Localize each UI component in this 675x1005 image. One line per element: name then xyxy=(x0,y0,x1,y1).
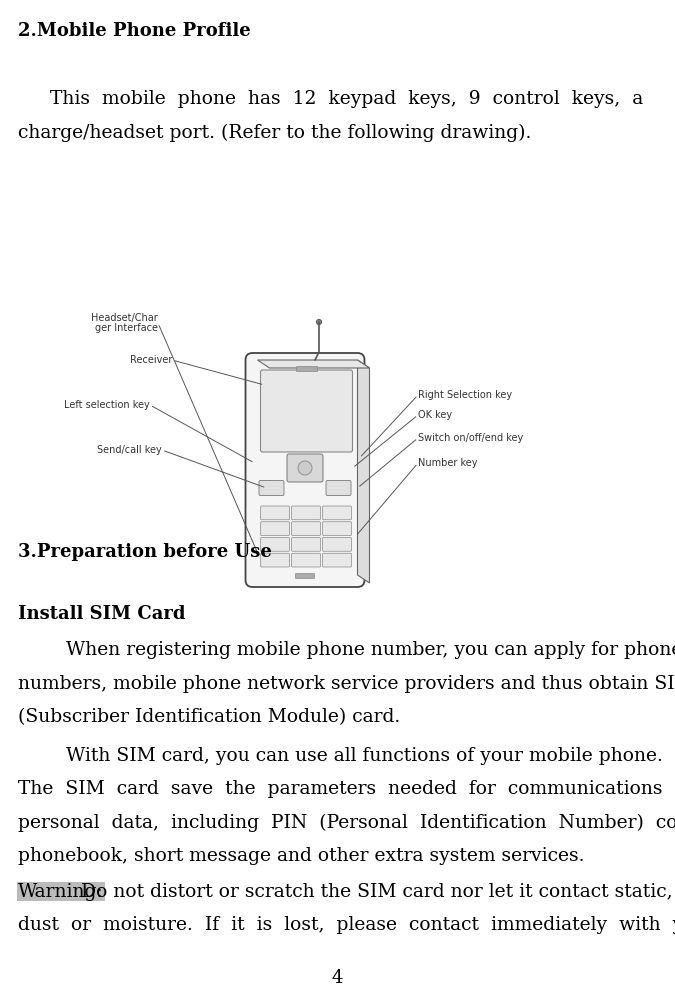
Text: Right Selection key: Right Selection key xyxy=(418,390,512,400)
Text: Warning:: Warning: xyxy=(18,882,104,900)
Text: personal  data,  including  PIN  (Personal  Identification  Number)  code,: personal data, including PIN (Personal I… xyxy=(18,813,675,832)
FancyBboxPatch shape xyxy=(292,506,321,520)
Text: 3.Preparation before Use: 3.Preparation before Use xyxy=(18,543,272,561)
FancyBboxPatch shape xyxy=(323,522,352,536)
FancyBboxPatch shape xyxy=(296,367,317,372)
Text: charge/headset port. (Refer to the following drawing).: charge/headset port. (Refer to the follo… xyxy=(18,124,531,142)
Text: Send/call key: Send/call key xyxy=(97,445,162,455)
FancyBboxPatch shape xyxy=(292,522,321,536)
FancyBboxPatch shape xyxy=(246,353,364,587)
FancyBboxPatch shape xyxy=(259,480,284,495)
Circle shape xyxy=(317,320,321,325)
Text: 2.Mobile Phone Profile: 2.Mobile Phone Profile xyxy=(18,22,250,40)
Text: The  SIM  card  save  the  parameters  needed  for  communications  and: The SIM card save the parameters needed … xyxy=(18,780,675,798)
FancyBboxPatch shape xyxy=(292,538,321,552)
Text: Left selection key: Left selection key xyxy=(64,400,150,410)
Text: With SIM card, you can use all functions of your mobile phone.: With SIM card, you can use all functions… xyxy=(18,747,663,765)
Text: Receiver: Receiver xyxy=(130,355,172,365)
FancyBboxPatch shape xyxy=(261,522,290,536)
FancyBboxPatch shape xyxy=(261,538,290,552)
FancyBboxPatch shape xyxy=(261,370,352,452)
FancyBboxPatch shape xyxy=(296,574,315,579)
Circle shape xyxy=(298,461,312,475)
Text: Switch on/off/end key: Switch on/off/end key xyxy=(418,433,523,443)
Text: phonebook, short message and other extra system services.: phonebook, short message and other extra… xyxy=(18,847,585,865)
Text: When registering mobile phone number, you can apply for phone: When registering mobile phone number, yo… xyxy=(18,641,675,659)
FancyBboxPatch shape xyxy=(292,553,321,567)
Text: This  mobile  phone  has  12  keypad  keys,  9  control  keys,  a: This mobile phone has 12 keypad keys, 9 … xyxy=(50,90,643,108)
PathPatch shape xyxy=(358,360,369,583)
Text: dust  or  moisture.  If  it  is  lost,  please  contact  immediately  with  your: dust or moisture. If it is lost, please … xyxy=(18,916,675,934)
FancyBboxPatch shape xyxy=(323,506,352,520)
FancyBboxPatch shape xyxy=(287,454,323,482)
Text: Headset/Char
ger Interface: Headset/Char ger Interface xyxy=(91,313,158,334)
FancyBboxPatch shape xyxy=(261,506,290,520)
Text: 4: 4 xyxy=(332,969,343,987)
FancyBboxPatch shape xyxy=(326,480,351,495)
FancyBboxPatch shape xyxy=(323,538,352,552)
FancyBboxPatch shape xyxy=(261,553,290,567)
Text: OK key: OK key xyxy=(418,410,452,420)
Text: numbers, mobile phone network service providers and thus obtain SIM: numbers, mobile phone network service pr… xyxy=(18,674,675,692)
Text: Install SIM Card: Install SIM Card xyxy=(18,605,186,623)
PathPatch shape xyxy=(257,360,369,368)
Text: Do not distort or scratch the SIM card nor let it contact static,: Do not distort or scratch the SIM card n… xyxy=(75,882,672,900)
Text: (Subscriber Identification Module) card.: (Subscriber Identification Module) card. xyxy=(18,708,400,726)
FancyBboxPatch shape xyxy=(323,553,352,567)
Text: Number key: Number key xyxy=(418,458,477,468)
